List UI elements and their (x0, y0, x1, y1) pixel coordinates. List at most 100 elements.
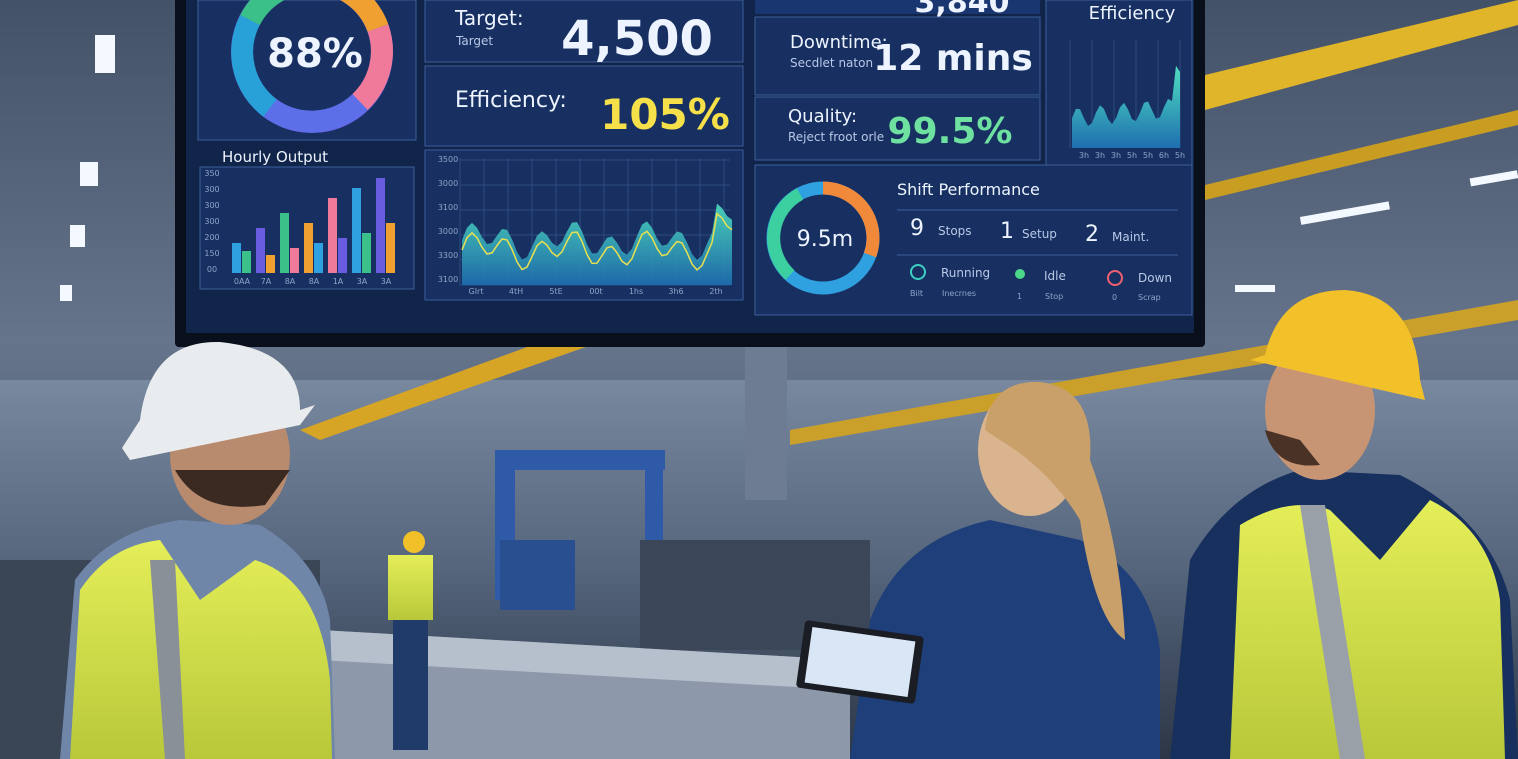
factory-background-part (393, 620, 428, 750)
factory-background-part (70, 225, 85, 247)
label: Downtime: (790, 32, 888, 53)
axis-label: 5tE (549, 287, 562, 296)
factory-background-part (645, 450, 663, 540)
axis-label: 1hs (629, 287, 643, 296)
output-gauge (231, 0, 393, 133)
dashboard-screen-part (754, 96, 1041, 161)
status-label: Down (1138, 271, 1172, 285)
axis-label: 8A (309, 277, 320, 286)
bar (266, 255, 275, 273)
factory-background-part (495, 450, 665, 470)
axis-label: 300 (204, 201, 219, 210)
count-label: Stops (938, 224, 972, 238)
factory-background-part (1469, 170, 1518, 187)
bar (242, 251, 251, 273)
label: Efficiency: (455, 88, 567, 113)
dashboard-screen-part (424, 0, 744, 63)
bar (386, 223, 395, 273)
worker-left-part (70, 540, 332, 759)
axis-label: 00t (589, 287, 602, 296)
output-gauge-part (352, 24, 393, 110)
gauge-value: 9.5m (797, 227, 853, 252)
label: Quality: (788, 106, 857, 127)
axis-label: 3h (1111, 151, 1121, 160)
axis-label: 00 (207, 265, 217, 274)
worker-right-part (1250, 290, 1425, 400)
axis-label: 3100 (438, 203, 458, 212)
axis-label: 200 (204, 233, 219, 242)
factory-background-part (300, 335, 620, 440)
bar (338, 238, 347, 273)
axis-label: 300 (204, 185, 219, 194)
panel-title: Shift Performance (897, 180, 1040, 199)
count: 1 (1000, 219, 1014, 244)
axis-label: 3100 (438, 275, 458, 284)
factory-background-part (403, 531, 425, 553)
factory-background-part (60, 285, 72, 301)
worker-right (1170, 290, 1518, 759)
count-label: Maint. (1112, 230, 1149, 244)
axis-label: 3h (1095, 151, 1105, 160)
factory-background-part (388, 555, 433, 620)
dashboard-screen-part (754, 16, 1041, 96)
axis-label: 3A (381, 277, 392, 286)
factory-background-part (95, 35, 115, 73)
worker-left-part (175, 470, 290, 507)
axis-label: GIrt (469, 287, 484, 296)
sublabel: Target (455, 34, 493, 48)
panel-title: Efficiency (1089, 3, 1176, 24)
count-label: Setup (1022, 227, 1057, 241)
axis-label: 2th (709, 287, 722, 296)
output-gauge-part (263, 93, 368, 133)
worker-right-part (1230, 500, 1505, 759)
worker-center (796, 381, 1160, 759)
trend-line (461, 212, 733, 271)
worker-center-part (804, 627, 916, 697)
factory-background-part (1299, 201, 1390, 225)
bar (290, 248, 299, 273)
dashboard-screen-part (755, 0, 1040, 14)
status-icon (1015, 269, 1025, 279)
axis-label: 0AA (234, 277, 251, 286)
bar-chart: 350 300 300 300 200 150 00 0AA 7A 8A 8A 1A 3A 3A (204, 169, 395, 286)
axis-label: 150 (204, 249, 219, 258)
target-value: 4,500 (561, 11, 713, 67)
factory-background-part (745, 340, 787, 500)
sublabel: Secdlet naton (790, 56, 873, 70)
bar (232, 243, 241, 273)
factory-background-part (80, 162, 98, 186)
output-gauge-part (231, 14, 277, 117)
status-detail: 1 (1017, 292, 1022, 301)
bar (280, 213, 289, 273)
axis-label: 3000 (438, 179, 458, 188)
count: 9 (910, 216, 924, 241)
axis-label: 1A (333, 277, 344, 286)
top-value: 3,840 (915, 0, 1010, 20)
gauge-value: 88% (267, 31, 363, 77)
worker-left-part (122, 341, 315, 460)
axis-label: 3A (357, 277, 368, 286)
status-label: Idle (1044, 269, 1066, 283)
factory-background-part (1205, 110, 1518, 200)
output-gauge-part (240, 0, 285, 26)
worker-center-part (985, 381, 1125, 640)
axis-label: 7A (261, 277, 272, 286)
axis-label: 3h (1079, 151, 1089, 160)
status-detail: Stop (1045, 292, 1063, 301)
axis-label: 3000 (438, 227, 458, 236)
status-detail: Inecrnes (942, 289, 976, 298)
factory-background-part (1205, 0, 1518, 110)
axis-label: 8A (285, 277, 296, 286)
bar (352, 188, 361, 273)
worker-left-part (150, 560, 185, 759)
axis-label: 3h6 (668, 287, 683, 296)
factory-background-part (1235, 285, 1275, 292)
dashboard-screen: 88% Hourly Output 350 300 300 300 200 150 00 0A… (175, 0, 1205, 347)
worker-center-part (850, 520, 1160, 759)
area (462, 203, 732, 285)
count: 2 (1085, 222, 1099, 247)
area-chart: 3h 3h 3h 5h 5h 6h 5h (1069, 40, 1185, 160)
dashboard-screen-part (424, 65, 744, 147)
